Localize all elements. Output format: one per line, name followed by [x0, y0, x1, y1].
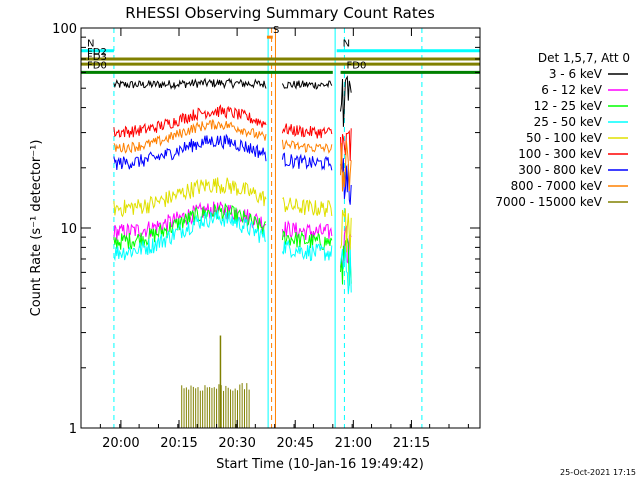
y-axis-label: Count Rate (s⁻¹ detector⁻¹) — [29, 140, 44, 317]
annotation-label: S — [273, 25, 279, 36]
series-line — [113, 119, 267, 154]
x-tick-label: 20:15 — [160, 436, 197, 451]
series-line — [281, 240, 333, 262]
y-tick-label: 100 — [52, 22, 77, 37]
series-line — [113, 202, 267, 250]
series-7000-15000-kev — [181, 335, 250, 428]
annotation-label: N — [87, 39, 94, 50]
x-tick-label: 21:00 — [335, 436, 372, 451]
footer-timestamp: 25-Oct-2021 17:15 — [560, 468, 636, 477]
x-tick-label: 20:45 — [276, 436, 313, 451]
series-25-50-kev — [113, 210, 352, 295]
legend-label: 800 - 7000 keV — [511, 179, 603, 193]
axes: 20:00 20:15 20:30 20:45 21:00 21:15 1 10 100 — [52, 22, 480, 451]
series-line — [340, 246, 352, 295]
legend-label: 50 - 100 keV — [526, 131, 603, 145]
legend-label: 25 - 50 keV — [534, 115, 603, 129]
series-line — [340, 75, 352, 127]
legend-label: 6 - 12 keV — [541, 83, 603, 97]
legend-label: 300 - 800 keV — [518, 163, 602, 177]
series-line — [340, 208, 352, 253]
x-tick-label: 20:00 — [102, 436, 139, 451]
series-3-6-kev — [113, 75, 352, 127]
annotation-label: N — [343, 39, 350, 50]
legend-label: 100 - 300 keV — [518, 147, 602, 161]
y-tick-label: 10 — [60, 222, 77, 237]
series-800-7000-kev — [113, 119, 352, 192]
series-line — [281, 219, 333, 240]
series-line — [113, 77, 267, 91]
series-line — [281, 139, 333, 154]
series-line — [281, 123, 333, 139]
series-line — [282, 196, 333, 217]
annotation-label: FD2 — [87, 47, 107, 58]
legend: 3 - 6 keV 6 - 12 keV 12 - 25 keV 25 - 50 ke… — [495, 67, 628, 209]
series-50-100-kev — [113, 177, 352, 253]
series-line — [113, 133, 267, 170]
y-tick-label: 1 — [69, 422, 77, 437]
series-line — [340, 141, 352, 192]
legend-label: 7000 - 15000 keV — [495, 195, 602, 209]
annotation-label: FD0 — [87, 60, 107, 71]
series-line — [281, 80, 333, 90]
x-tick-label: 21:15 — [393, 436, 430, 451]
x-axis-label: Start Time (10-Jan-16 19:49:42) — [216, 457, 424, 472]
annotation-label: FD0 — [347, 60, 367, 71]
series-line — [113, 177, 267, 218]
series-line — [281, 152, 333, 171]
legend-title: Det 1,5,7, Att 0 — [538, 51, 630, 65]
series-line — [113, 210, 267, 262]
series-line — [113, 104, 267, 138]
annotation-label: FD3 — [87, 52, 107, 63]
series-line — [281, 230, 333, 250]
chart-title: RHESSI Observing Summary Count Rates — [125, 4, 435, 22]
legend-label: 3 - 6 keV — [549, 67, 603, 81]
x-tick-label: 20:30 — [218, 436, 255, 451]
legend-label: 12 - 25 keV — [534, 99, 603, 113]
